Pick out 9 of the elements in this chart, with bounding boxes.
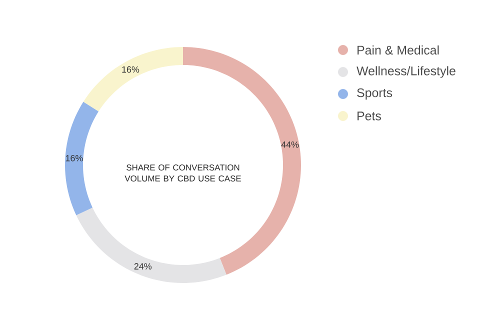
data-label: 16% [122, 66, 140, 73]
legend-label: Pain & Medical [358, 45, 439, 55]
text: SHARE OF CONVERSATION VOLUME BY CBD USE CASE [124, 164, 241, 182]
legend-label: Sports [357, 88, 392, 100]
data-label: 24% [134, 263, 152, 270]
data-label: 16% [66, 154, 83, 162]
legend-label: Wellness/Lifestyle [356, 66, 456, 78]
data-label: 44% [281, 141, 299, 148]
legend-label: Pets [358, 112, 381, 120]
